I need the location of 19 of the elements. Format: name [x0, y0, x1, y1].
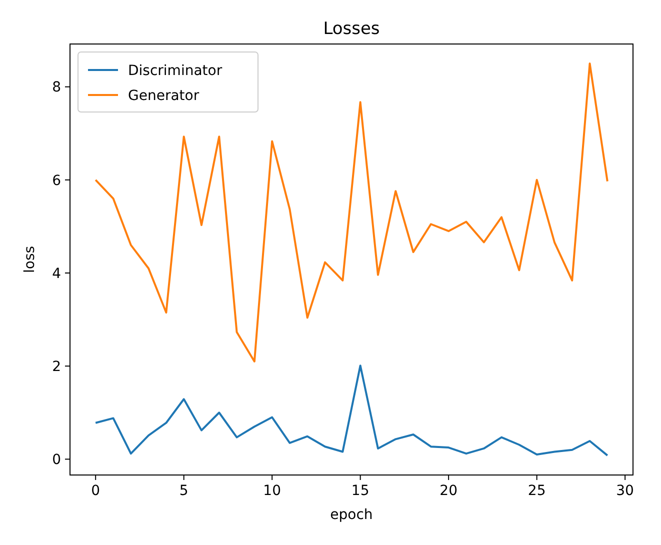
line-series: [94, 364, 608, 456]
x-tick-label: 10: [263, 483, 281, 499]
x-tick-label: 5: [179, 483, 188, 499]
x-tick-label: 15: [351, 483, 370, 499]
x-axis-title: epoch: [330, 507, 373, 523]
y-axis-title: loss: [22, 246, 38, 274]
y-tick-label: 0: [52, 452, 61, 468]
chart-title: Losses: [323, 19, 380, 39]
legend-label: Discriminator: [128, 62, 222, 79]
x-tick-label: 30: [616, 483, 634, 499]
x-tick-label: 25: [528, 483, 546, 499]
y-tick-label: 8: [52, 80, 61, 96]
y-tick-label: 2: [52, 358, 61, 375]
legend-label: Generator: [128, 88, 200, 104]
x-tick-label: 0: [91, 483, 100, 499]
y-tick-label: 6: [52, 172, 62, 189]
y-tick-label: 4: [52, 266, 62, 282]
line-series: [94, 62, 608, 362]
x-tick-label: 20: [440, 483, 458, 499]
